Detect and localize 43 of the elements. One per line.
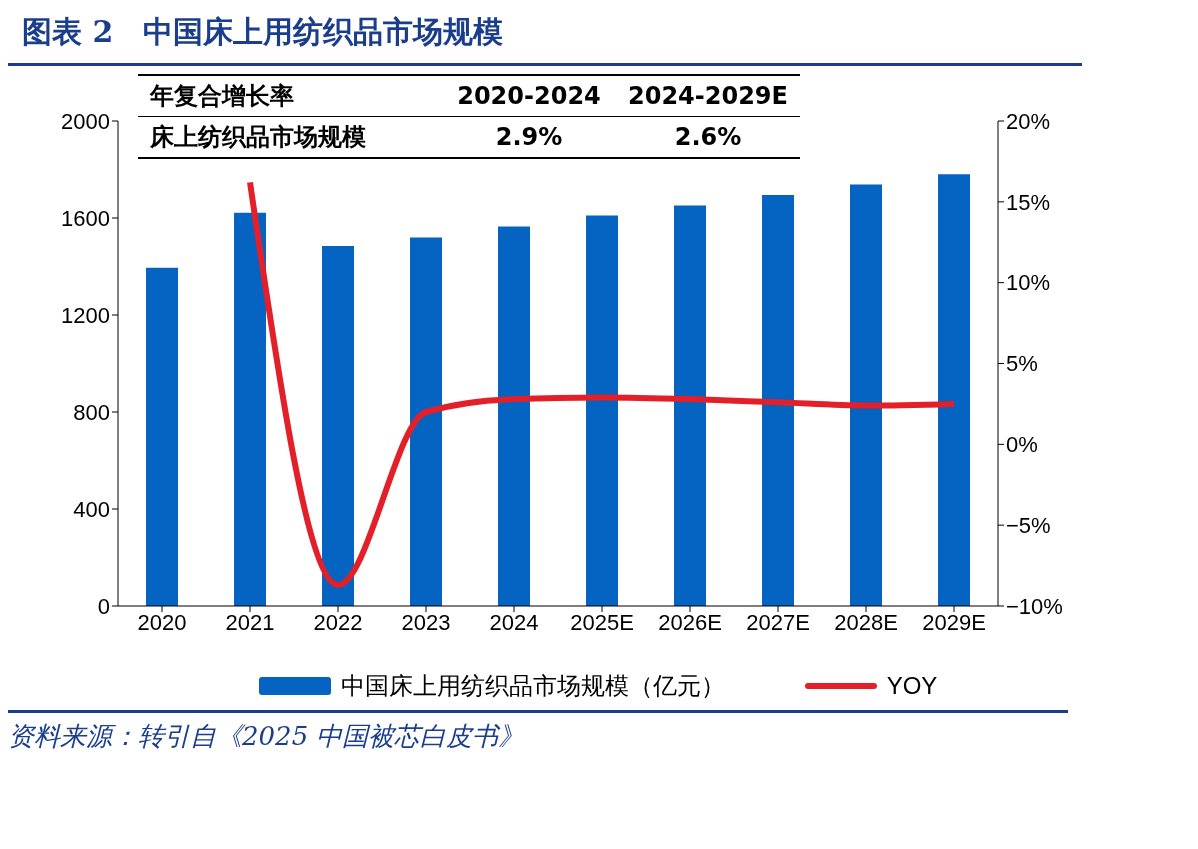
x-tick-label: 2022 (313, 609, 363, 635)
bar (938, 174, 970, 606)
bar (146, 267, 178, 606)
annotation: 2.6% (673, 122, 743, 153)
x-tick-label: 2020 (137, 609, 187, 635)
text: 年复合增长率 (148, 81, 295, 112)
bar (762, 194, 794, 606)
y-tick-label: 400 (73, 496, 110, 522)
text: 2020-2024 (456, 81, 602, 112)
bar (322, 245, 354, 606)
chart-title: 图表 2 中国床上用纺织品市场规模 (8, 8, 1082, 66)
y2-tick-label: −10% (1006, 593, 1063, 619)
x-tick-label: 2021 (225, 609, 275, 635)
y2-tick-label: 20% (1006, 108, 1051, 134)
y2-tick-label: 10% (1006, 270, 1051, 296)
annotation: 2.9% (494, 122, 564, 153)
y2-tick-label: −5% (1006, 512, 1051, 538)
bar (498, 226, 530, 606)
bar (586, 215, 618, 606)
text: 资料来源：转引自《2025 中国被芯白皮书》 (8, 710, 1068, 754)
bar (234, 212, 266, 606)
y2-tick-label: 15% (1006, 189, 1051, 215)
x-tick-label: 2023 (401, 609, 451, 635)
y2-tick-label: 5% (1006, 351, 1038, 377)
y-tick-label: 0 (97, 593, 110, 619)
x-tick-label: 2024 (489, 609, 539, 635)
bar (850, 184, 882, 606)
x-tick-label: 2025E (570, 609, 634, 635)
y-tick-label: 1600 (61, 205, 110, 231)
x-tick-label: 2027E (746, 609, 810, 635)
y-tick-label: 800 (73, 399, 110, 425)
legend-label: YOY (886, 672, 938, 700)
text: 2024-2029E (627, 81, 789, 112)
x-tick-label: 2029E (922, 609, 986, 635)
y-tick-label: 2000 (61, 108, 110, 134)
annotation: 床上纺织品市场规模 (149, 122, 367, 153)
x-tick-label: 2026E (658, 609, 722, 635)
legend-label: 中国床上用纺织品市场规模（亿元） (340, 671, 725, 701)
y-tick-label: 1200 (61, 302, 110, 328)
x-tick-label: 2028E (834, 609, 898, 635)
bar (410, 237, 442, 606)
bar (674, 205, 706, 606)
y2-tick-label: 0% (1006, 432, 1038, 458)
